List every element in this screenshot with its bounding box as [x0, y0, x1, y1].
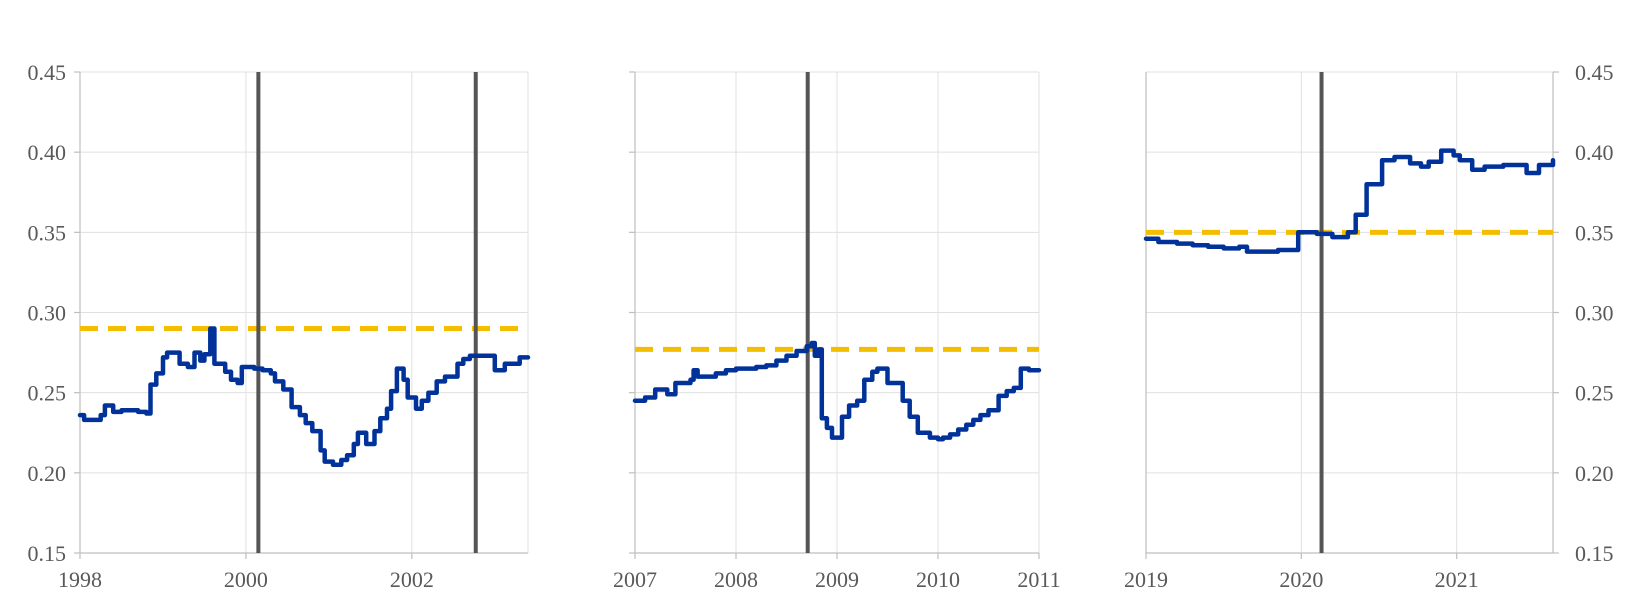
y-tick-label: 0.40: [28, 140, 67, 165]
y-tick-label: 0.25: [1575, 381, 1614, 406]
y-tick-label: 0.45: [1575, 60, 1614, 85]
x-tick-label: 2019: [1124, 567, 1168, 592]
y-tick-label: 0.15: [28, 541, 67, 566]
x-tick-label: 2007: [613, 567, 657, 592]
y-tick-label: 0.40: [1575, 140, 1614, 165]
chart-panel-right: 0.45 0.40 0.35 0.30 0.25 0.20 0.15 2019 2020 2021: [1124, 60, 1614, 592]
y-tick-label: 0.35: [1575, 220, 1614, 245]
y-tick-label: 0.20: [28, 461, 67, 486]
x-tick-label: 2010: [916, 567, 960, 592]
series-line: [1146, 151, 1553, 252]
x-tick-label: 2020: [1279, 567, 1323, 592]
x-tick-label: 2002: [390, 567, 434, 592]
y-tick-label: 0.30: [28, 301, 67, 326]
chart-panel-middle: 2007 2008 2009 2010 2011: [613, 72, 1061, 592]
y-tick-label: 0.25: [28, 381, 67, 406]
y-tick-label: 0.35: [28, 220, 67, 245]
y-tick-label: 0.15: [1575, 541, 1614, 566]
x-tick-label: 1998: [58, 567, 102, 592]
x-tick-label: 2009: [815, 567, 859, 592]
series-line: [80, 329, 528, 465]
x-tick-label: 2000: [224, 567, 268, 592]
x-tick-label: 2011: [1017, 567, 1060, 592]
x-tick-label: 2008: [714, 567, 758, 592]
y-tick-label: 0.20: [1575, 461, 1614, 486]
x-tick-label: 2021: [1435, 567, 1479, 592]
y-tick-label: 0.30: [1575, 301, 1614, 326]
y-tick-label: 0.45: [28, 60, 67, 85]
